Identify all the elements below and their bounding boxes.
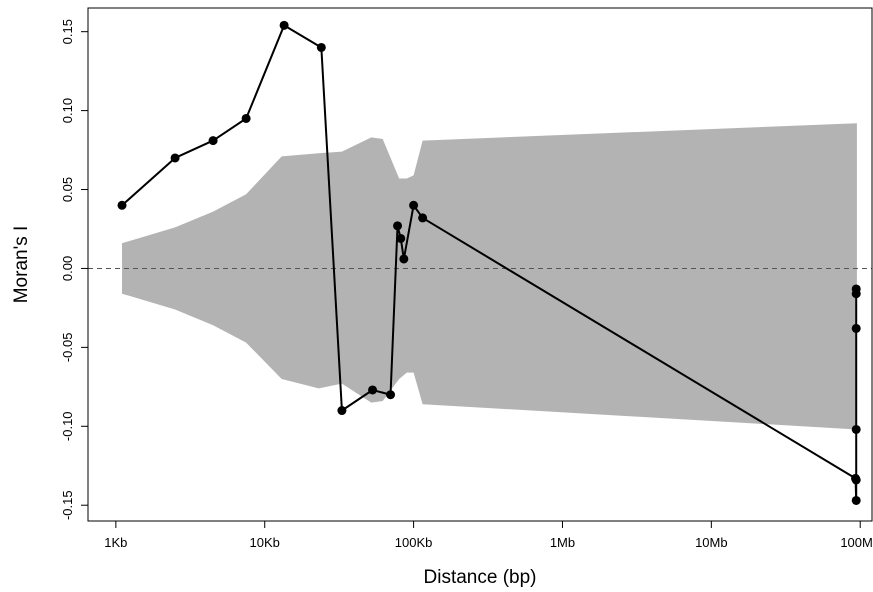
- y-axis-title: Moran's I: [11, 226, 32, 304]
- data-point: [209, 136, 218, 145]
- data-point: [852, 475, 861, 484]
- y-tick-label: -0.10: [60, 411, 75, 441]
- x-tick-label: 1Kb: [104, 535, 127, 550]
- x-tick-label: 1Mb: [550, 535, 575, 550]
- data-point: [242, 114, 251, 123]
- data-point: [393, 221, 402, 230]
- data-point: [317, 43, 326, 52]
- data-point: [418, 213, 427, 222]
- y-tick-label: 0.15: [60, 19, 75, 44]
- data-point: [852, 496, 861, 505]
- y-tick-label: -0.05: [60, 333, 75, 363]
- y-axis: -0.15 -0.10 -0.05 0.00 0.05 0.10 0.15: [60, 19, 88, 520]
- data-point: [396, 234, 405, 243]
- data-point: [399, 254, 408, 263]
- data-point: [368, 385, 377, 394]
- data-point: [171, 153, 180, 162]
- data-point: [409, 201, 418, 210]
- data-point: [280, 21, 289, 30]
- y-tick-label: 0.10: [60, 98, 75, 123]
- y-tick-label: 0.05: [60, 177, 75, 202]
- x-axis-title: Distance (bp): [424, 567, 537, 588]
- data-point: [852, 324, 861, 333]
- y-tick-label: 0.00: [60, 256, 75, 281]
- x-tick-label: 100Kb: [395, 535, 433, 550]
- x-tick-label: 10Kb: [250, 535, 280, 550]
- significance-envelope-layer: [122, 123, 857, 429]
- data-point: [337, 406, 346, 415]
- data-point: [852, 425, 861, 434]
- data-point: [386, 390, 395, 399]
- y-tick-label: -0.15: [60, 490, 75, 520]
- significance-envelope: [122, 123, 857, 429]
- x-tick-label: 100Mb: [840, 535, 873, 550]
- data-point: [852, 284, 861, 293]
- x-tick-label: 10Mb: [695, 535, 728, 550]
- x-axis: 1Kb 10Kb 100Kb 1Mb 10Mb 100Mb: [104, 521, 873, 550]
- data-point: [118, 201, 127, 210]
